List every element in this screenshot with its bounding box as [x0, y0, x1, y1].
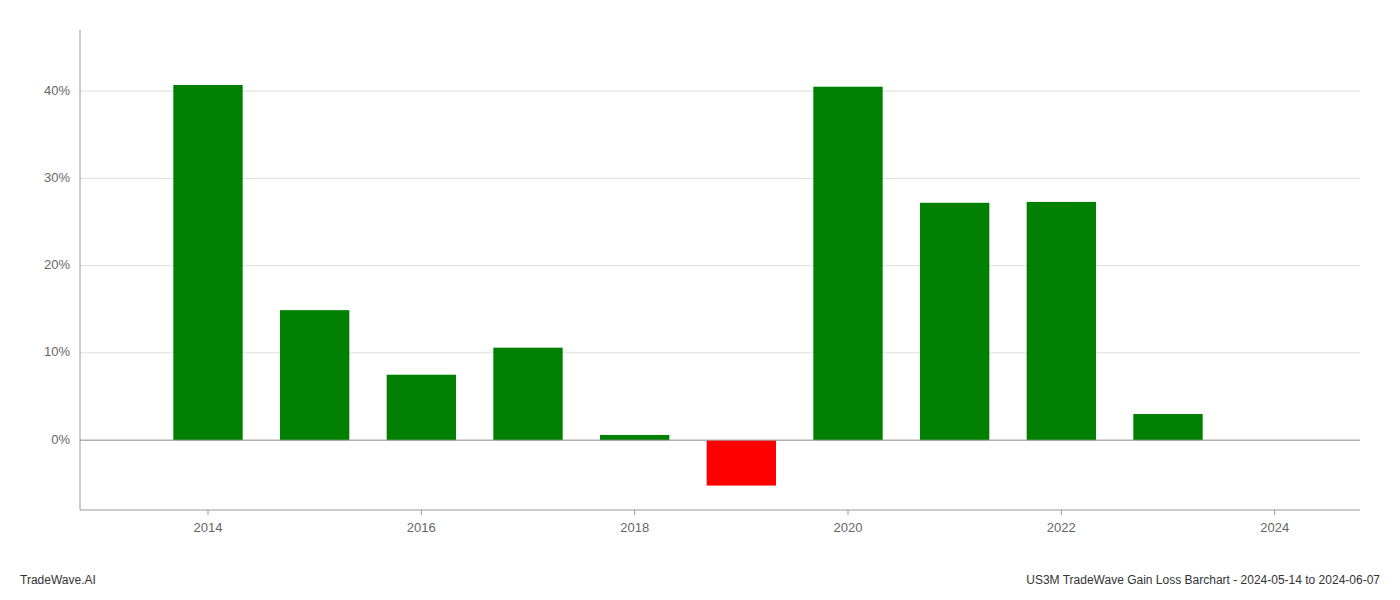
y-tick-label: 20%	[44, 257, 70, 272]
y-tick-label: 0%	[51, 432, 70, 447]
zero-line	[80, 440, 1360, 441]
x-ticks: 2014 2016 2018 2020 2022 2024	[194, 510, 1290, 535]
grid-line	[80, 265, 1360, 266]
grid-line	[80, 440, 1360, 441]
bar	[707, 440, 776, 485]
bars	[173, 85, 1202, 486]
x-tick-label: 2018	[620, 520, 649, 535]
bar	[813, 87, 882, 440]
x-tick	[1274, 510, 1275, 515]
x-axis-line	[80, 510, 1360, 511]
footer-annotation: US3M TradeWave Gain Loss Barchart - 2024…	[1026, 573, 1380, 587]
grid-line	[80, 91, 1360, 92]
x-tick	[421, 510, 422, 515]
x-tick	[848, 510, 849, 515]
x-tick-label: 2020	[834, 520, 863, 535]
x-tick-label: 2014	[194, 520, 223, 535]
x-tick-label: 2016	[407, 520, 436, 535]
y-tick-label: 30%	[44, 170, 70, 185]
x-tick	[634, 510, 635, 515]
x-tick	[208, 510, 209, 515]
y-ticks: 0% 10% 20% 30% 40%	[44, 83, 70, 447]
bar	[920, 203, 989, 440]
x-tick	[1061, 510, 1062, 515]
bar	[173, 85, 242, 440]
bar	[280, 310, 349, 440]
y-tick-label: 10%	[44, 344, 70, 359]
background	[0, 0, 1400, 600]
bar	[1133, 414, 1202, 440]
bar	[493, 348, 562, 441]
bar	[600, 435, 669, 440]
bar	[1027, 202, 1096, 440]
y-grid	[80, 91, 1360, 440]
y-axis-line	[80, 30, 81, 510]
bar	[387, 375, 456, 440]
chart-svg: 0% 10% 20% 30% 40% 2014 2016 2018 2020 2022 2024 Tr…	[0, 0, 1400, 600]
x-tick-label: 2024	[1260, 520, 1289, 535]
y-tick-label: 40%	[44, 83, 70, 98]
grid-line	[80, 178, 1360, 179]
grid-line	[80, 352, 1360, 353]
footer-annotation: TradeWave.AI	[20, 573, 96, 587]
chart-container: 0% 10% 20% 30% 40% 2014 2016 2018 2020 2022 2024 Tr…	[0, 0, 1400, 600]
x-tick-label: 2022	[1047, 520, 1076, 535]
